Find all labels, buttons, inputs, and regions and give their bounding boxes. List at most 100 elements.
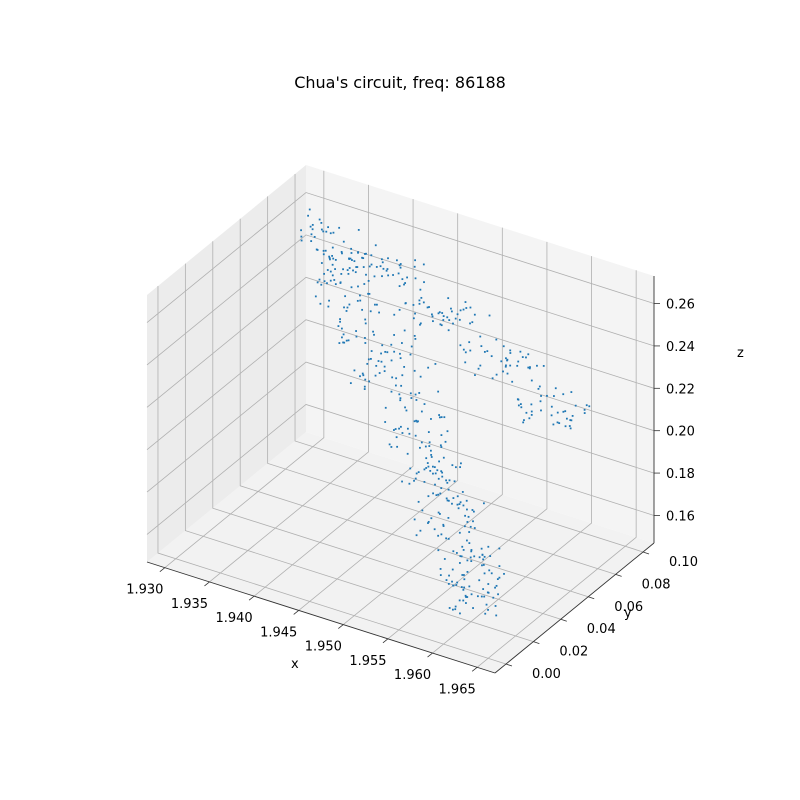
- scatter-point: [398, 427, 400, 430]
- scatter-point: [462, 599, 465, 602]
- x-axis-line: [146, 561, 496, 674]
- scatter-point: [441, 471, 444, 474]
- scatter-point: [328, 299, 330, 302]
- scatter-point: [356, 266, 359, 268]
- scatter-point: [473, 555, 476, 558]
- scatter-point: [379, 265, 382, 268]
- scatter-point: [387, 274, 390, 277]
- grid-line-x: [432, 256, 592, 654]
- scatter-point: [388, 443, 391, 446]
- scatter-point: [349, 257, 352, 260]
- scatter-point: [324, 249, 327, 252]
- scatter-point: [322, 230, 325, 233]
- scatter-point: [428, 441, 431, 444]
- scatter-point: [460, 462, 462, 465]
- scatter-point: [458, 531, 461, 534]
- back-pane: [306, 165, 654, 543]
- scatter-point: [442, 523, 445, 526]
- scatter-point: [368, 292, 371, 295]
- scatter-point: [558, 422, 561, 425]
- scatter-point: [382, 267, 385, 270]
- scatter-point: [458, 599, 461, 602]
- scatter-point: [384, 350, 387, 353]
- scatter-point: [447, 582, 450, 585]
- scatter-point: [490, 355, 493, 358]
- scatter-point: [338, 226, 341, 229]
- scatter-point: [381, 275, 383, 278]
- y-axis-label: y: [624, 606, 632, 621]
- scatter-point: [430, 517, 433, 520]
- scatter-point: [520, 406, 523, 409]
- scatter-point: [355, 335, 358, 338]
- scatter-point: [516, 398, 519, 401]
- scatter-point: [381, 261, 384, 264]
- scatter-point: [428, 306, 430, 308]
- scatter-point: [384, 406, 387, 409]
- scatter-point: [403, 283, 405, 286]
- scatter-point: [393, 313, 396, 316]
- scatter-point: [588, 405, 591, 408]
- scatter-point: [413, 420, 416, 423]
- scatter-point: [392, 274, 394, 276]
- scatter-point: [367, 292, 369, 295]
- scatter-point: [329, 258, 331, 261]
- scatter-point: [437, 549, 440, 552]
- scatter-point: [341, 336, 343, 339]
- scatter-point: [583, 408, 586, 411]
- grid-line-y: [184, 263, 534, 643]
- scatter-point: [439, 492, 442, 495]
- scatter-point: [319, 302, 322, 305]
- x-tick-label: 1.945: [260, 625, 297, 640]
- scatter-point: [450, 307, 452, 310]
- scatter-point: [383, 370, 386, 373]
- scatter-point: [300, 229, 302, 232]
- scatter-point: [419, 375, 422, 378]
- scatter-point: [519, 403, 522, 406]
- scatter-point: [421, 509, 424, 512]
- scatter-point: [459, 344, 462, 347]
- scatter-point: [425, 457, 428, 460]
- scatter-point: [444, 440, 447, 443]
- scatter-point: [399, 357, 402, 360]
- scatter-point: [391, 376, 394, 379]
- scatter-point: [445, 579, 448, 581]
- scatter-point: [516, 364, 519, 367]
- scatter-point: [473, 313, 476, 316]
- scatter-point: [469, 306, 472, 309]
- scatter-point: [370, 357, 372, 360]
- scatter-point: [320, 228, 323, 231]
- scatter-point: [440, 487, 443, 490]
- scatter-point: [414, 259, 417, 262]
- grid-line-z: [146, 361, 655, 493]
- scatter-point: [342, 333, 345, 336]
- scatter-point: [454, 317, 457, 320]
- scatter-point: [437, 477, 440, 480]
- scatter-point: [367, 279, 370, 282]
- x-tick-mark: [338, 624, 344, 629]
- scatter-point: [498, 576, 501, 579]
- scatter-point: [406, 452, 409, 455]
- scatter-point: [346, 269, 349, 271]
- scatter-point: [341, 252, 343, 255]
- scatter-point: [486, 591, 489, 594]
- scatter-point: [440, 446, 443, 448]
- scatter-point: [426, 462, 429, 464]
- scatter-point: [396, 445, 399, 448]
- scatter-point: [556, 411, 559, 414]
- scatter-point: [438, 513, 441, 515]
- scatter-point: [568, 425, 571, 427]
- scatter-point: [488, 569, 491, 572]
- scatter-point: [438, 414, 441, 416]
- scatter-point: [370, 350, 373, 352]
- scatter-point: [459, 555, 462, 558]
- scatter-point: [359, 375, 361, 378]
- scatter-point: [310, 233, 313, 236]
- scatter-point: [459, 466, 462, 469]
- scatter-point: [540, 395, 542, 397]
- scatter-point: [458, 503, 461, 505]
- scatter-point: [356, 299, 359, 302]
- scatter-point: [452, 550, 455, 553]
- scatter-point: [410, 397, 413, 399]
- scatter-point: [357, 251, 359, 254]
- scatter-point: [442, 319, 445, 321]
